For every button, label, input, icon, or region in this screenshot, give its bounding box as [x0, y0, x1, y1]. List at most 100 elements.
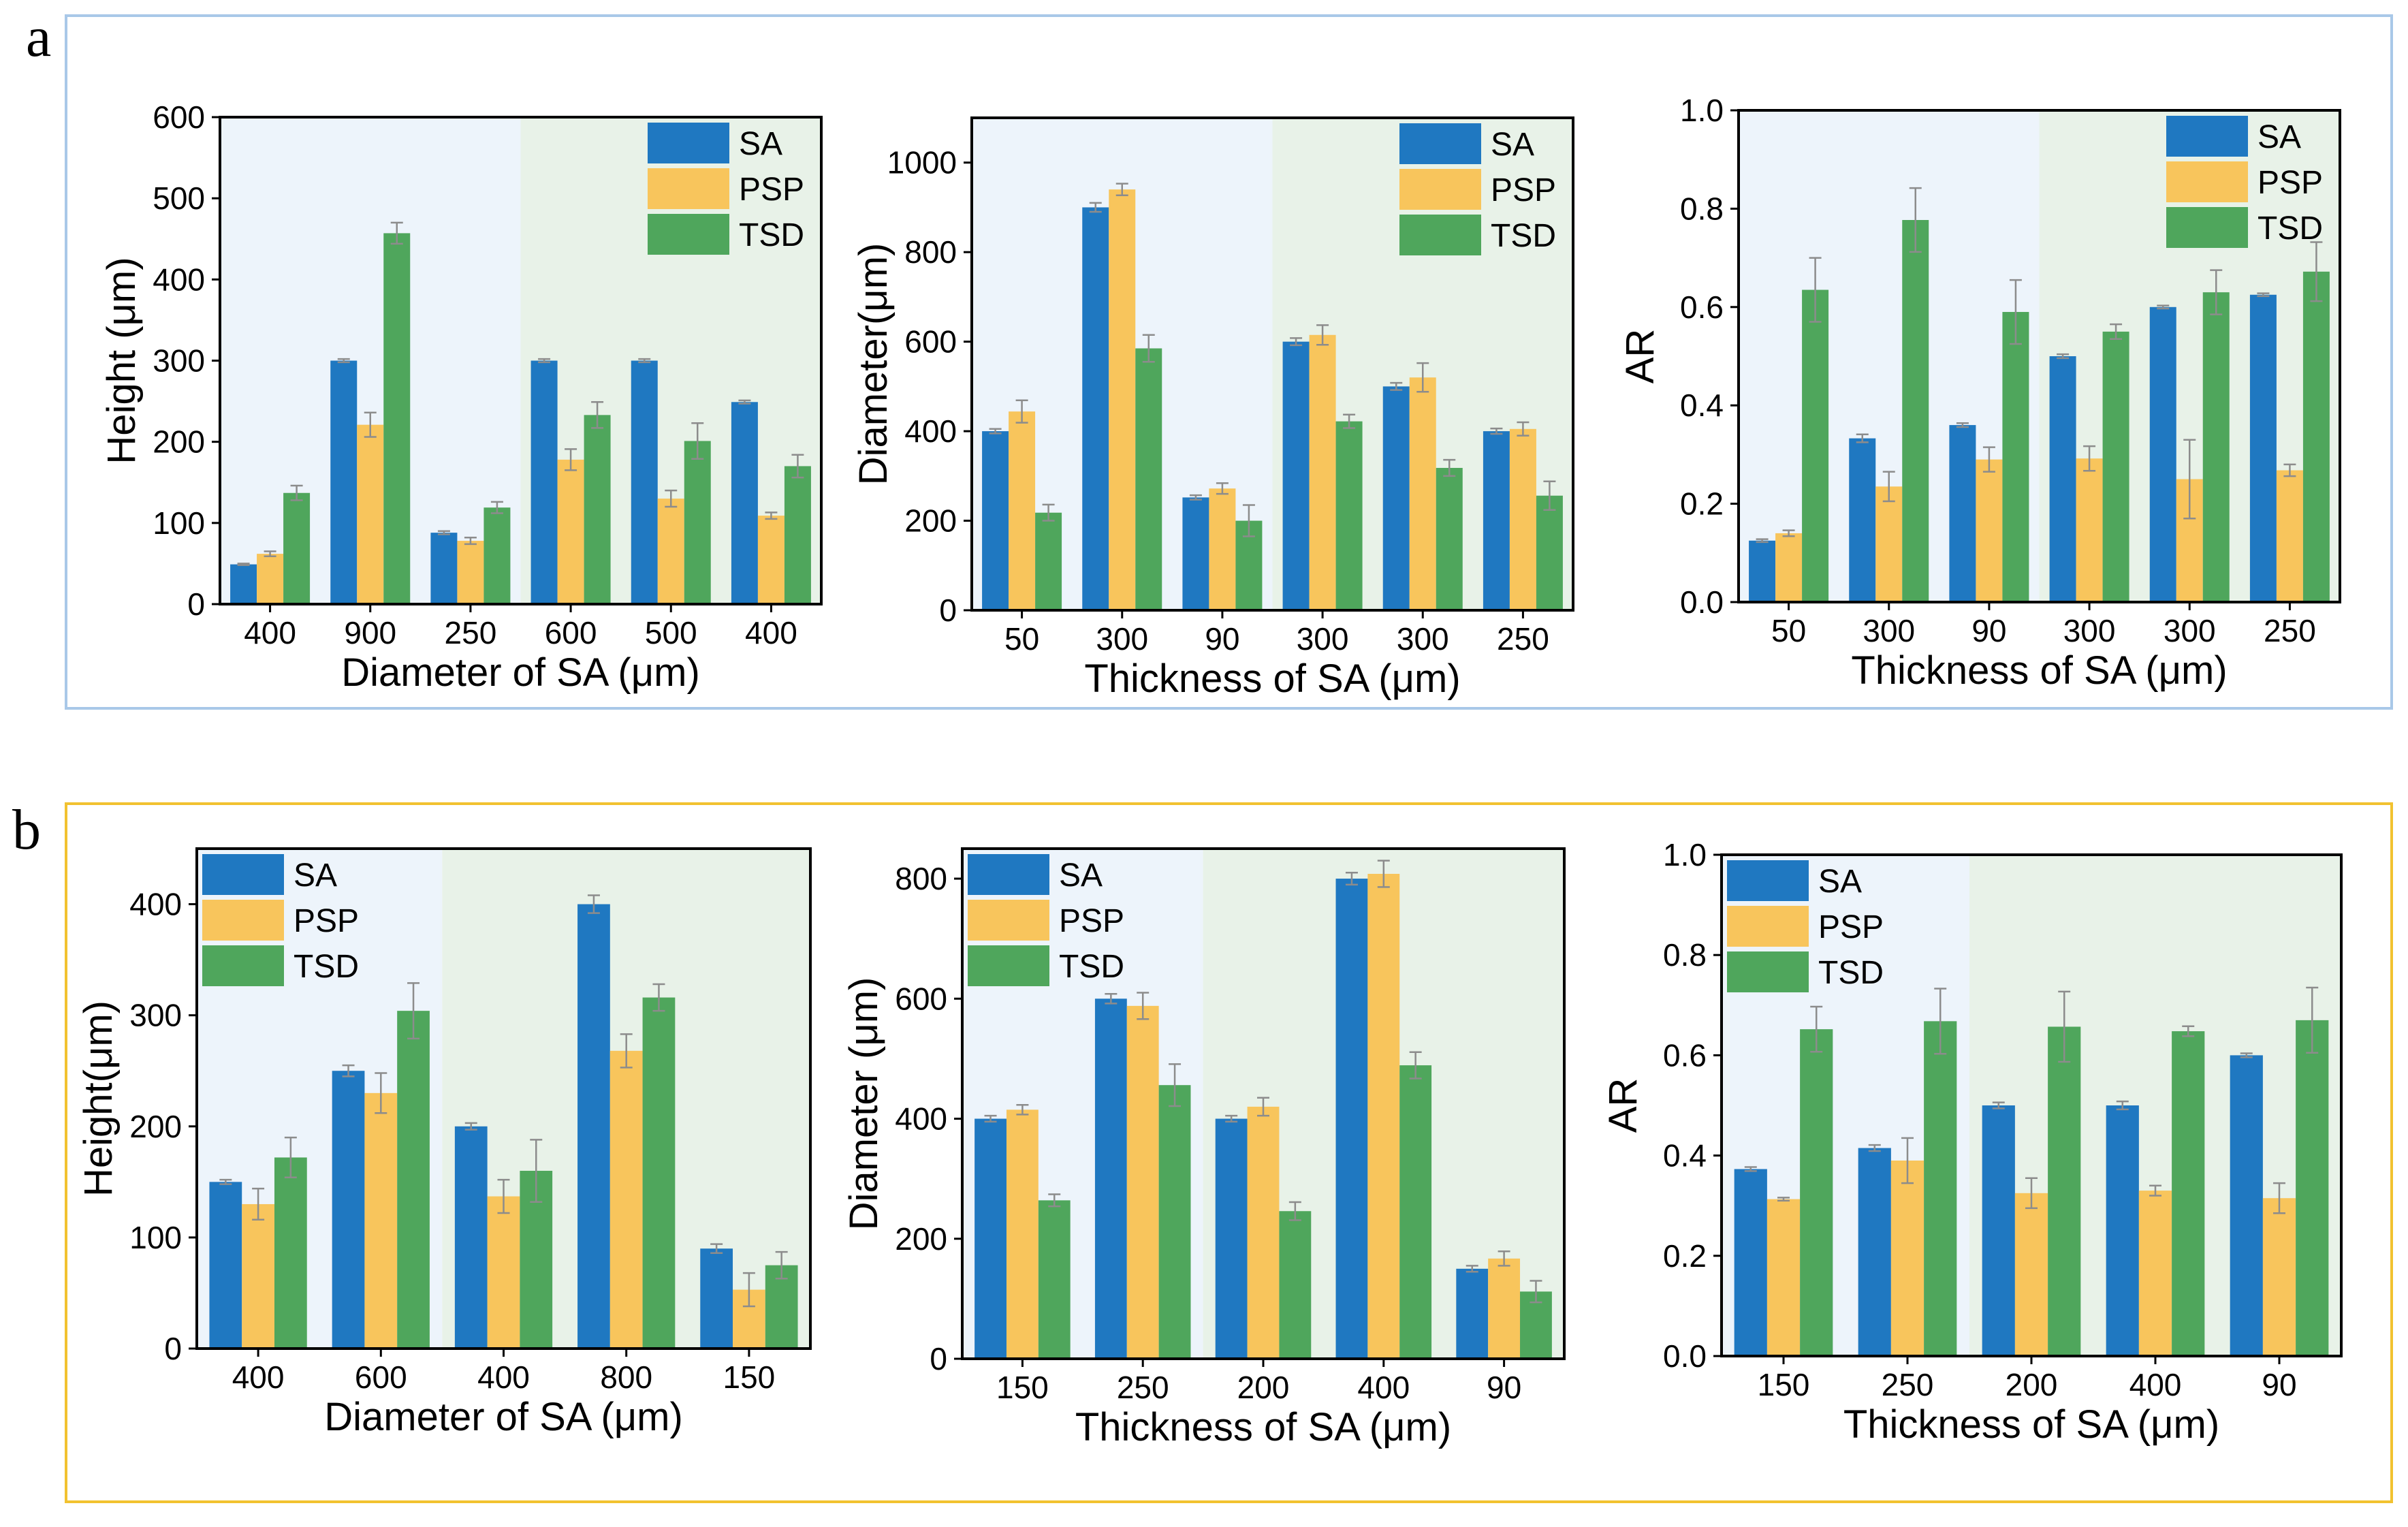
x-tick-label: 50: [1771, 613, 1806, 648]
legend: SA PSP TSD: [1727, 860, 1884, 992]
legend-swatch-tsd: [1399, 215, 1481, 255]
y-tick-label: 200: [904, 503, 957, 539]
bar-sa: [1456, 1268, 1489, 1359]
x-tick-label: 90: [1487, 1370, 1521, 1405]
chart-6: 0.0 0.2 0.4 0.6 0.8 1.0 150 250 200 400 90 Thicknes…: [1601, 837, 2343, 1447]
legend: SA PSP TSD: [2166, 116, 2323, 248]
y-tick-label: 0: [930, 1341, 947, 1376]
bar-sa: [1734, 1169, 1767, 1356]
bar-sa: [332, 1071, 365, 1349]
x-axis-label: Diameter of SA (μm): [324, 1395, 683, 1439]
y-axis-label: Diameter (μm): [842, 977, 886, 1231]
bar-psp: [1875, 486, 1903, 602]
chart-2: 0 200 400 600 800 1000 50 300 90 300 300 250 Thickne…: [851, 116, 1574, 701]
bar-tsd: [283, 492, 311, 604]
x-tick-label: 250: [445, 615, 497, 650]
x-tick-label: 600: [355, 1359, 407, 1395]
legend-label-psp: PSP: [739, 172, 804, 208]
chart-1: 0 100 200 300 400 500 600 400 900 250 600 500 400 Dia…: [99, 99, 823, 695]
bar-psp: [2076, 458, 2103, 602]
legend-swatch-sa: [1727, 860, 1809, 901]
bar-sa: [1094, 998, 1127, 1359]
legend-swatch-psp: [648, 168, 729, 209]
legend-swatch-psp: [1727, 906, 1809, 947]
legend-label-sa: SA: [1059, 857, 1103, 894]
legend-label-tsd: TSD: [739, 217, 804, 253]
x-tick-label: 150: [723, 1359, 776, 1395]
bar-psp: [609, 1050, 643, 1349]
y-tick-label: 200: [895, 1221, 947, 1257]
bar-sa: [1849, 438, 1876, 602]
bar-tsd: [684, 441, 711, 604]
bar-sa: [731, 402, 758, 604]
y-axis-label: AR: [1618, 329, 1662, 384]
y-tick-label: 0: [187, 586, 205, 622]
y-axis-label: AR: [1601, 1078, 1645, 1133]
x-tick-label: 250: [1497, 621, 1549, 657]
bar-tsd: [2102, 331, 2129, 602]
x-tick-label: 600: [545, 615, 597, 650]
plot-frame: [219, 116, 823, 605]
legend-label-tsd: TSD: [1059, 949, 1124, 985]
legend-label-sa: SA: [1818, 864, 1862, 900]
y-axis-label: Diameter(μm): [851, 243, 896, 486]
bar-sa: [230, 564, 257, 604]
bar-psp: [1775, 533, 1803, 602]
y-tick-label: 400: [895, 1101, 947, 1137]
bar-tsd: [2172, 1031, 2205, 1356]
bar-psp: [1409, 377, 1436, 610]
bar-sa: [631, 360, 658, 604]
plot-frame: [1720, 853, 2343, 1357]
y-tick-label: 0.8: [1680, 191, 1724, 226]
bar-psp: [1006, 1109, 1039, 1359]
bar-sa: [430, 533, 458, 604]
y-tick-label: 600: [153, 99, 205, 135]
x-tick-label: 90: [2262, 1367, 2296, 1402]
bar-psp: [1509, 428, 1536, 610]
bar-psp: [1109, 189, 1136, 610]
y-tick-label: 400: [904, 413, 957, 449]
bar-tsd: [2048, 1026, 2081, 1356]
x-tick-label: 400: [232, 1359, 285, 1395]
bar-sa: [1182, 497, 1209, 610]
x-tick-label: 300: [1397, 621, 1449, 657]
x-tick-label: 300: [1863, 613, 1915, 648]
bar-sa: [2249, 294, 2277, 602]
y-tick-label: 300: [153, 343, 205, 379]
legend-label-sa: SA: [2258, 119, 2301, 155]
y-tick-label: 0.6: [1680, 289, 1724, 325]
x-tick-label: 90: [1971, 613, 2006, 648]
bar-sa: [209, 1182, 242, 1349]
y-tick-label: 0.2: [1680, 486, 1724, 522]
x-axis-label: Thickness of SA (μm): [1084, 657, 1460, 701]
legend-label-tsd: TSD: [294, 949, 359, 985]
y-tick-label: 0: [939, 593, 957, 628]
x-tick-label: 90: [1205, 621, 1239, 657]
y-axis-label: Height (μm): [99, 257, 144, 464]
legend-swatch-sa: [2166, 116, 2248, 157]
legend-label-sa: SA: [739, 126, 782, 162]
legend: SA PSP TSD: [1399, 123, 1556, 255]
plot-frame: [1737, 109, 2341, 603]
x-tick-label: 250: [1117, 1370, 1169, 1405]
y-tick-label: 300: [129, 998, 182, 1033]
y-tick-label: 200: [129, 1109, 182, 1144]
y-tick-label: 800: [904, 234, 957, 270]
bar-tsd: [274, 1157, 307, 1349]
bar-sa: [454, 1126, 488, 1349]
y-tick-label: 0.4: [1663, 1138, 1707, 1174]
x-tick-label: 400: [1357, 1370, 1410, 1405]
bar-psp: [557, 459, 584, 604]
legend-swatch-tsd: [648, 214, 729, 255]
y-tick-label: 0.8: [1663, 937, 1707, 973]
bar-tsd: [2296, 1020, 2329, 1356]
legend: SA PSP TSD: [968, 854, 1124, 986]
legend-label-tsd: TSD: [2258, 210, 2323, 247]
bar-tsd: [1902, 220, 1929, 603]
y-tick-label: 1.0: [1663, 837, 1707, 872]
y-tick-label: 600: [904, 324, 957, 360]
x-tick-label: 300: [2164, 613, 2216, 648]
bar-psp: [487, 1196, 520, 1349]
bar-tsd: [1802, 289, 1829, 602]
